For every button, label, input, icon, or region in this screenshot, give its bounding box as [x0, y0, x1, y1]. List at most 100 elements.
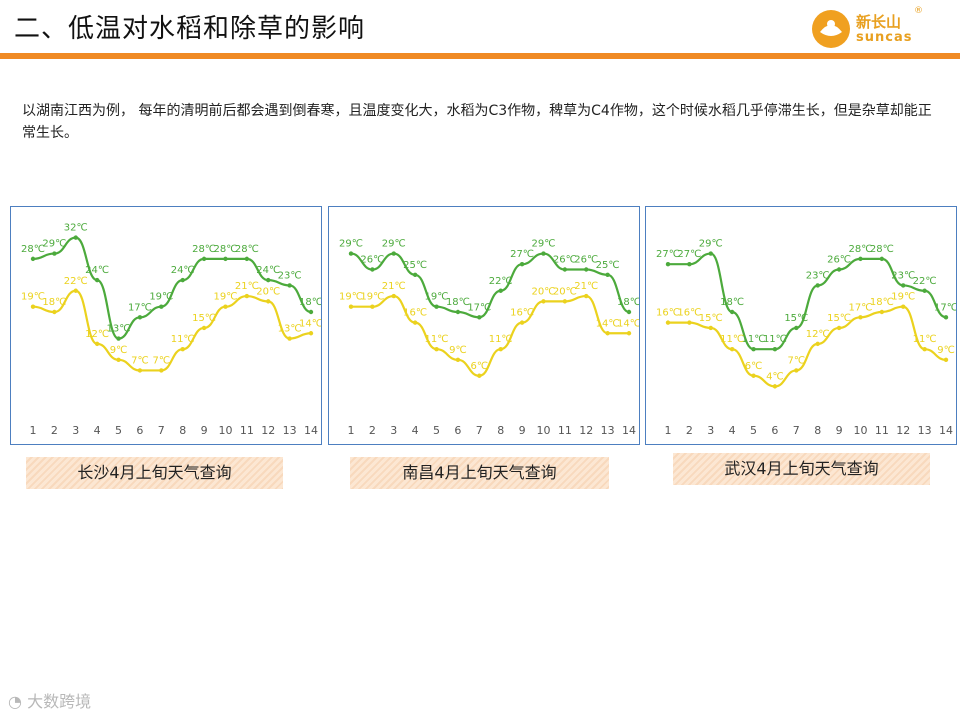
- x-tick-label: 6: [771, 424, 778, 437]
- data-point-high: [519, 261, 525, 267]
- data-label-high: 28℃: [21, 244, 45, 255]
- data-point-low: [30, 304, 36, 309]
- x-tick-label: 14: [304, 424, 318, 437]
- data-point-low: [541, 299, 546, 304]
- chart-changsha: 28℃29℃32℃24℃13℃17℃19℃24℃28℃28℃28℃24℃23℃1…: [21, 223, 321, 437]
- data-label-low: 21℃: [235, 281, 259, 292]
- data-point-high: [180, 277, 185, 283]
- series-line-high: [32, 236, 312, 340]
- data-label-high: 19℃: [425, 292, 449, 303]
- data-point-low: [94, 341, 100, 347]
- data-label-low: 16℃: [403, 308, 427, 319]
- data-point-low: [52, 309, 57, 315]
- data-point-low: [665, 320, 671, 325]
- x-tick-label: 12: [261, 424, 275, 437]
- data-label-low: 18℃: [42, 297, 66, 308]
- data-point-high: [266, 277, 271, 283]
- data-label-high: 22℃: [913, 276, 937, 287]
- data-label-low: 7℃: [131, 355, 149, 366]
- data-label-high: 26℃: [827, 255, 851, 266]
- x-tick-label: 5: [115, 424, 122, 437]
- data-label-low: 7℃: [788, 355, 806, 366]
- data-label-low: 17℃: [848, 302, 872, 313]
- header-divider: [0, 53, 960, 59]
- caption-changsha[interactable]: 长沙4月上旬天气查询: [26, 457, 283, 489]
- data-label-low: 11℃: [425, 334, 449, 345]
- data-label-low: 11℃: [171, 334, 195, 345]
- data-point-low: [858, 315, 863, 320]
- page-title: 二、低温对水稻和除草的影响: [14, 14, 366, 44]
- x-tick-label: 11: [240, 424, 254, 437]
- x-tick-label: 13: [918, 424, 932, 437]
- x-tick-label: 1: [30, 424, 37, 437]
- x-tick-label: 5: [433, 424, 440, 437]
- data-point-low: [751, 373, 756, 378]
- data-label-high: 11℃: [763, 334, 787, 345]
- data-point-low: [244, 293, 250, 299]
- watermark-text: 大数跨境: [27, 692, 92, 711]
- data-point-high: [52, 251, 57, 256]
- data-point-low: [708, 325, 713, 331]
- data-point-high: [772, 346, 778, 352]
- caption-nanchang[interactable]: 南昌4月上旬天气查询: [350, 457, 609, 489]
- data-label-high: 28℃: [213, 244, 237, 255]
- data-point-low: [137, 368, 143, 373]
- data-point-high: [498, 288, 503, 293]
- data-point-high: [836, 267, 842, 272]
- watermark: ◔ 大数跨境: [8, 688, 91, 712]
- data-point-high: [348, 251, 354, 256]
- data-point-low: [943, 357, 949, 363]
- chart-panel-changsha: 28℃ 29℃ 32℃ 24℃ 13℃ 17℃ 19℃ 24℃ 28℃ 28℃ 28℃ 24℃ 23℃ 1…: [10, 206, 322, 445]
- data-label-high: 17℃: [467, 302, 491, 313]
- data-label-low: 20℃: [553, 286, 577, 297]
- data-label-high: 25℃: [403, 260, 427, 271]
- data-point-high: [244, 256, 250, 262]
- data-label-low: 21℃: [574, 281, 598, 292]
- chart-wuhan: 27℃27℃29℃18℃11℃11℃15℃23℃26℃28℃28℃23℃22℃1…: [656, 239, 956, 437]
- data-label-low: 19℃: [21, 292, 45, 303]
- data-label-high: 18℃: [299, 297, 321, 308]
- x-tick-label: 10: [536, 424, 550, 437]
- data-point-low: [836, 325, 842, 331]
- x-tick-label: 9: [201, 424, 208, 437]
- data-label-low: 18℃: [870, 297, 894, 308]
- data-label-low: 19℃: [339, 292, 363, 303]
- data-label-low: 16℃: [656, 308, 680, 319]
- data-point-low: [498, 346, 503, 352]
- x-tick-label: 10: [853, 424, 867, 437]
- data-point-high: [729, 309, 735, 315]
- chart-nanchang: 29℃26℃29℃25℃19℃18℃17℃22℃27℃29℃26℃26℃25℃1…: [339, 239, 639, 437]
- logo-text-cn: 新长山: [856, 13, 902, 31]
- data-point-low: [159, 368, 164, 373]
- data-point-high: [626, 309, 632, 315]
- data-point-low: [584, 293, 589, 299]
- data-point-low: [519, 320, 525, 325]
- description-text: 以湖南江西为例， 每年的清明前后都会遇到倒春寒，且温度变化大，水稻为C3作物，稗…: [22, 103, 932, 141]
- data-label-high: 27℃: [656, 249, 680, 260]
- series-line-high: [350, 252, 630, 319]
- chart-panel-nanchang: 29℃ 26℃ 29℃ 25℃ 19℃ 18℃ 17℃ 22℃ 27℃ 29℃ 26℃ 26℃ 25℃ 1…: [328, 206, 640, 445]
- data-point-high: [708, 251, 713, 256]
- data-label-low: 20℃: [256, 286, 280, 297]
- data-point-low: [794, 368, 799, 373]
- data-label-high: 24℃: [256, 265, 280, 276]
- data-label-high: 24℃: [171, 265, 195, 276]
- x-tick-label: 9: [836, 424, 843, 437]
- data-point-low: [180, 346, 185, 352]
- series-line-low: [32, 289, 312, 372]
- data-label-high: 29℃: [699, 239, 723, 250]
- data-label-low: 12℃: [85, 329, 109, 340]
- data-label-high: 28℃: [235, 244, 259, 255]
- data-label-high: 17℃: [934, 302, 956, 313]
- caption-wuhan[interactable]: 武汉4月上旬天气查询: [673, 453, 930, 485]
- x-tick-label: 1: [348, 424, 355, 437]
- data-label-low: 15℃: [827, 313, 851, 324]
- x-tick-label: 10: [218, 424, 232, 437]
- data-label-high: 19℃: [149, 292, 173, 303]
- data-label-low: 11℃: [489, 334, 513, 345]
- data-point-high: [687, 261, 692, 267]
- data-label-low: 14℃: [299, 318, 321, 329]
- data-label-high: 13℃: [107, 324, 131, 335]
- data-label-high: 27℃: [677, 249, 701, 260]
- data-point-high: [223, 256, 228, 262]
